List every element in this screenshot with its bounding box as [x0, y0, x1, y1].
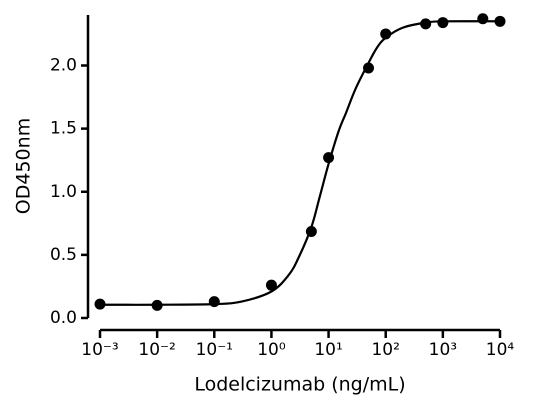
x-axis-title: Lodelcizumab (ng/mL) — [194, 374, 405, 396]
data-point — [420, 18, 432, 30]
data-point — [494, 15, 506, 27]
data-point — [380, 28, 392, 40]
x-tick-label: 10⁴ — [486, 340, 515, 360]
x-tick-label: 10⁻³ — [81, 340, 118, 360]
y-tick-label: 0.0 — [50, 308, 77, 328]
y-tick-label: 1.5 — [50, 119, 77, 139]
y-tick-label: 1.0 — [50, 182, 77, 202]
y-tick-label: 0.5 — [50, 245, 77, 265]
x-tick-label: 10¹ — [314, 340, 342, 360]
x-tick-label: 10⁰ — [257, 340, 286, 360]
y-tick-label: 2.0 — [50, 56, 77, 76]
data-point — [477, 13, 489, 25]
data-point — [94, 298, 106, 310]
data-point — [151, 299, 163, 311]
fit-curve — [99, 20, 501, 306]
y-axis-title: OD450nm — [13, 118, 35, 214]
data-point — [265, 279, 277, 291]
x-tick-label: 10⁻² — [138, 340, 175, 360]
x-tick-label: 10³ — [429, 340, 457, 360]
x-tick-label: 10⁻¹ — [196, 340, 233, 360]
data-point — [208, 296, 220, 308]
data-point — [323, 152, 335, 164]
x-tick-label: 10² — [371, 340, 399, 360]
data-point — [437, 17, 449, 29]
data-point — [363, 62, 375, 74]
data-point — [305, 226, 317, 238]
